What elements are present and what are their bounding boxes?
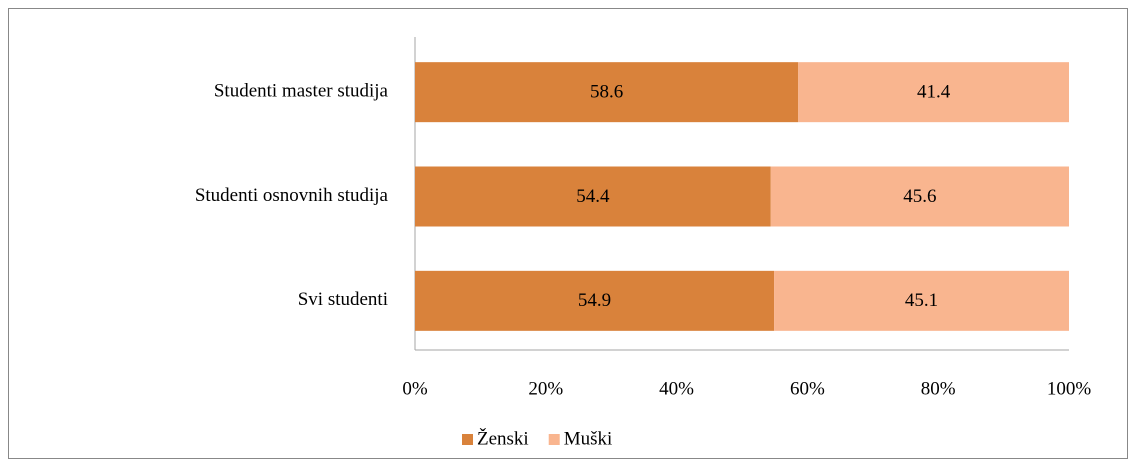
bar-segment (415, 62, 799, 123)
bar-segment (415, 270, 775, 331)
legend-label: Muški (564, 428, 613, 449)
y-tick-label: Studenti master studija (214, 81, 389, 102)
x-tick-label: 20% (528, 378, 563, 399)
x-tick-label: 40% (659, 378, 694, 399)
y-tick-label: Studenti osnovnih studija (195, 185, 389, 206)
data-label: 58.6 (590, 82, 623, 103)
x-tick-label: 0% (402, 378, 428, 399)
x-tick-label: 60% (790, 378, 825, 399)
bar-segment (415, 166, 771, 227)
legend-label: Ženski (477, 427, 529, 449)
legend-swatch (462, 434, 473, 445)
x-tick-label: 100% (1047, 378, 1092, 399)
data-label: 45.1 (905, 290, 938, 311)
x-tick-label: 80% (921, 378, 956, 399)
data-label: 45.6 (903, 186, 936, 207)
legend-swatch (548, 434, 560, 445)
data-label: 54.4 (576, 186, 610, 207)
bar-segment (770, 166, 1069, 227)
bar-segment (798, 62, 1069, 123)
data-label: 41.4 (917, 82, 951, 103)
bar-segment (774, 270, 1069, 331)
data-label: 54.9 (578, 290, 611, 311)
y-tick-label: Svi studenti (298, 289, 388, 310)
